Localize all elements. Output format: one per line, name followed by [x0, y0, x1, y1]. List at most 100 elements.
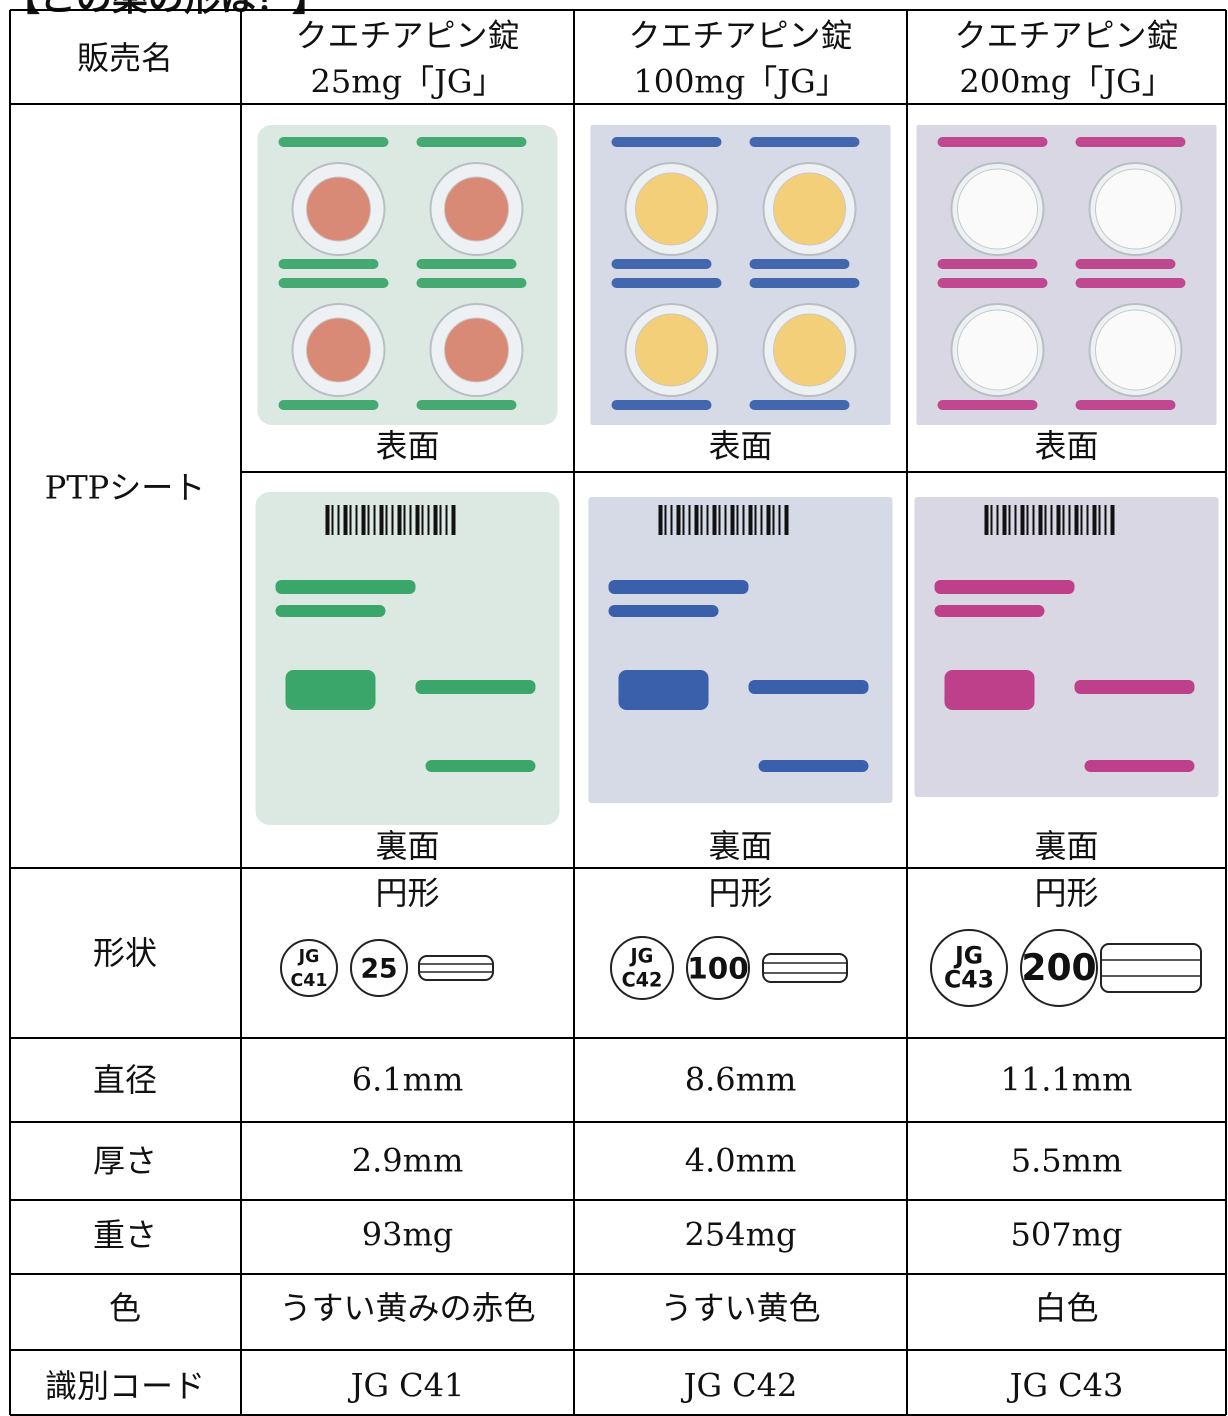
cell-value: 11.1mm: [1001, 1061, 1133, 1099]
product-name: クエチアピン錠: [628, 17, 852, 55]
caption: 裏面: [708, 827, 772, 865]
sheet-print: [278, 259, 379, 269]
barcode: [1074, 505, 1079, 535]
barcode: [676, 505, 681, 535]
shape-name: 円形: [708, 874, 772, 912]
cell-value: 2.9mm: [352, 1142, 464, 1180]
barcode: [718, 505, 721, 535]
row-label: 販売名: [77, 39, 173, 77]
row-label: PTPシート: [45, 469, 205, 507]
barcode: [1110, 505, 1115, 535]
cell-value: 6.1mm: [352, 1061, 464, 1099]
pill-front: [610, 936, 674, 1000]
barcode: [1014, 505, 1017, 535]
ptp-back-photo: [255, 492, 560, 825]
sheet-print: [278, 137, 389, 147]
product-name: 25mg「JG」: [311, 63, 505, 101]
pill-imprint: C43: [944, 966, 994, 994]
barcode: [451, 505, 456, 535]
cell-value: JG C43: [1007, 1367, 1124, 1405]
barcode: [1098, 505, 1101, 535]
barcode: [772, 505, 775, 535]
sheet-print: [937, 278, 1048, 288]
barcode: [784, 505, 789, 535]
pill: [444, 176, 509, 242]
sheet-print: [1075, 259, 1176, 269]
row-label: 形状: [93, 934, 157, 972]
sheet-print: [618, 670, 709, 710]
cell-value: 507mg: [1011, 1216, 1123, 1254]
barcode: [748, 505, 753, 535]
sheet-print: [1075, 137, 1186, 147]
sheet-print: [275, 605, 386, 617]
cell-value: JG C42: [681, 1367, 798, 1405]
sheet-print: [937, 259, 1038, 269]
barcode: [421, 505, 424, 535]
sheet-print: [275, 580, 416, 594]
barcode: [1068, 505, 1071, 535]
pill-side: [762, 953, 848, 983]
row-label: 重さ: [93, 1216, 157, 1254]
pill: [1095, 168, 1176, 250]
sheet-print: [748, 680, 869, 694]
sheet-print: [611, 278, 722, 288]
barcode: [688, 505, 691, 535]
sheet-print: [611, 400, 712, 410]
sheet-print: [937, 137, 1048, 147]
sheet-print: [416, 259, 517, 269]
barcode: [361, 505, 366, 535]
barcode: [427, 505, 430, 535]
pill: [444, 317, 509, 383]
product-name: クエチアピン錠: [954, 17, 1178, 55]
barcode: [1104, 505, 1107, 535]
barcode: [409, 505, 412, 535]
sheet-print: [758, 760, 869, 772]
pill: [306, 176, 371, 242]
pill-mark: 200: [1021, 947, 1096, 989]
pill: [773, 172, 846, 246]
cell-value: 白色: [1034, 1289, 1098, 1327]
barcode: [1092, 505, 1097, 535]
sheet-print: [608, 605, 719, 617]
pill-side: [1100, 943, 1202, 993]
pill-front: [930, 929, 1008, 1007]
pill: [635, 172, 708, 246]
caption: 表面: [708, 427, 772, 465]
sheet-print: [611, 259, 712, 269]
barcode: [1080, 505, 1083, 535]
sheet-print: [611, 137, 722, 147]
barcode: [990, 505, 993, 535]
barcode: [1062, 505, 1065, 535]
row-label: 厚さ: [93, 1142, 157, 1180]
caption: 表面: [375, 427, 439, 465]
barcode: [730, 505, 735, 535]
sheet-print: [934, 580, 1075, 594]
barcode: [385, 505, 388, 535]
sheet-print: [285, 670, 376, 710]
sheet-print: [944, 670, 1035, 710]
barcode: [445, 505, 448, 535]
barcode: [1026, 505, 1029, 535]
barcode: [996, 505, 999, 535]
pill-back: [686, 936, 750, 1000]
barcode: [367, 505, 370, 535]
barcode: [1056, 505, 1061, 535]
sheet-print: [278, 278, 389, 288]
pill: [957, 309, 1038, 391]
pill-front: [280, 939, 338, 997]
sheet-print: [1084, 760, 1195, 772]
pill-side: [418, 955, 494, 981]
sheet-print: [749, 278, 860, 288]
pill-back: [1020, 929, 1098, 1007]
pill-imprint: C42: [622, 969, 663, 992]
barcode: [415, 505, 420, 535]
cell-value: 254mg: [685, 1216, 797, 1254]
shape-name: 円形: [375, 874, 439, 912]
pill-mark: 25: [360, 954, 397, 985]
barcode: [754, 505, 757, 535]
pill-back: [350, 939, 408, 997]
barcode: [391, 505, 394, 535]
barcode: [778, 505, 781, 535]
